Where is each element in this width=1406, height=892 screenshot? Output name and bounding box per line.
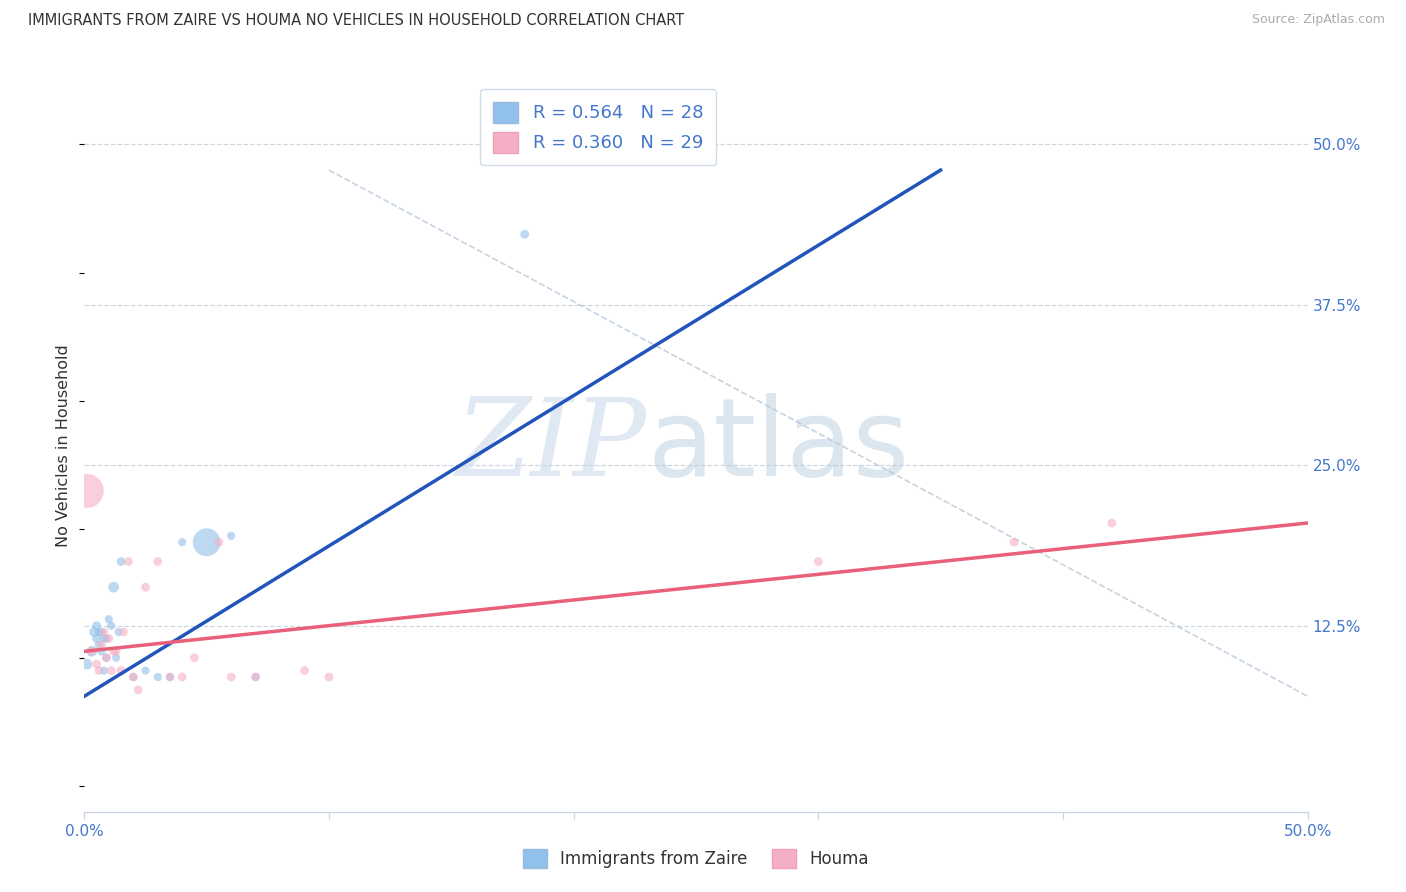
Point	[87, 638, 110, 652]
Point	[76, 657, 98, 672]
Point	[110, 664, 132, 678]
Point	[172, 670, 194, 684]
Point	[83, 625, 105, 640]
Point	[172, 535, 194, 549]
Point	[96, 650, 118, 665]
Point	[107, 625, 129, 640]
Point	[100, 618, 122, 632]
Point	[93, 664, 115, 678]
Point	[219, 529, 242, 543]
Point	[195, 535, 218, 549]
Y-axis label: No Vehicles in Household: No Vehicles in Household	[56, 344, 72, 548]
Point	[86, 618, 108, 632]
Point	[90, 638, 112, 652]
Point	[103, 644, 125, 658]
Point	[86, 632, 108, 646]
Point	[90, 625, 112, 640]
Point	[90, 644, 112, 658]
Point	[183, 650, 205, 665]
Point	[807, 554, 830, 568]
Point	[1101, 516, 1123, 530]
Point	[103, 580, 125, 594]
Point	[100, 664, 122, 678]
Point	[80, 644, 103, 658]
Point	[127, 682, 149, 697]
Point	[96, 632, 118, 646]
Point	[219, 670, 242, 684]
Point	[146, 554, 169, 568]
Point	[513, 227, 536, 242]
Text: atlas: atlas	[647, 393, 910, 499]
Point	[110, 554, 132, 568]
Point	[245, 670, 267, 684]
Point	[76, 483, 98, 498]
Point	[97, 632, 120, 646]
Point	[146, 670, 169, 684]
Point	[122, 670, 145, 684]
Text: ZIP: ZIP	[456, 393, 647, 499]
Point	[122, 670, 145, 684]
Point	[87, 625, 110, 640]
Point	[93, 632, 115, 646]
Point	[87, 664, 110, 678]
Point	[294, 664, 316, 678]
Point	[159, 670, 181, 684]
Point	[93, 625, 115, 640]
Text: IMMIGRANTS FROM ZAIRE VS HOUMA NO VEHICLES IN HOUSEHOLD CORRELATION CHART: IMMIGRANTS FROM ZAIRE VS HOUMA NO VEHICL…	[28, 13, 685, 29]
Point	[97, 612, 120, 626]
Point	[208, 535, 231, 549]
Point	[112, 625, 135, 640]
Text: Source: ZipAtlas.com: Source: ZipAtlas.com	[1251, 13, 1385, 27]
Point	[318, 670, 340, 684]
Point	[117, 554, 139, 568]
Point	[86, 657, 108, 672]
Point	[96, 650, 118, 665]
Point	[80, 644, 103, 658]
Point	[159, 670, 181, 684]
Point	[1002, 535, 1025, 549]
Point	[135, 664, 157, 678]
Legend: Immigrants from Zaire, Houma: Immigrants from Zaire, Houma	[515, 840, 877, 877]
Point	[245, 670, 267, 684]
Point	[105, 644, 128, 658]
Point	[105, 650, 128, 665]
Point	[135, 580, 157, 594]
